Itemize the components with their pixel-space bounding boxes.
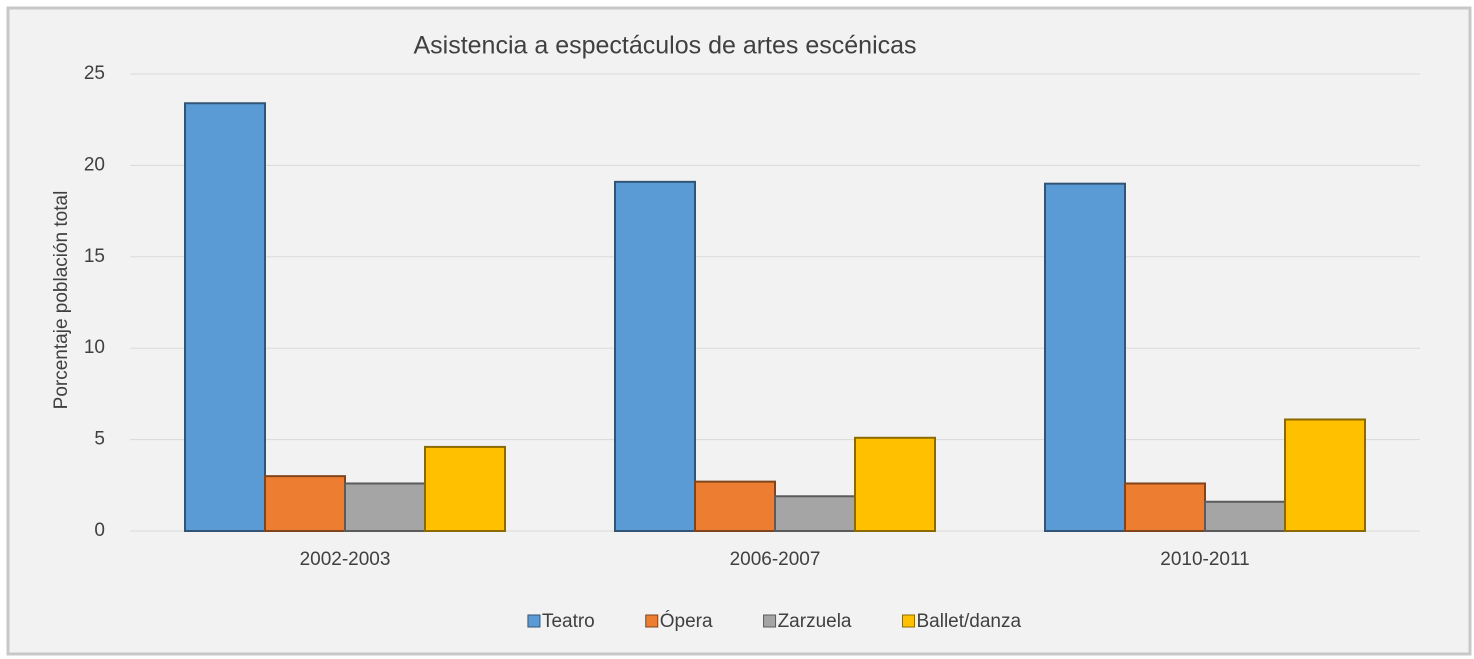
y-tick-label: 5 [94,429,105,450]
legend-label: Zarzuela [778,611,852,632]
x-tick-label: 2010-2011 [1160,549,1249,570]
bar [184,102,266,533]
legend-marker [901,614,915,628]
y-axis-label: Porcentaje población total [51,191,72,410]
y-tick-label: 10 [84,337,105,358]
y-tick-label: 15 [84,246,105,267]
bar [1044,182,1126,532]
y-tick-label: 25 [84,63,105,84]
legend-marker [527,614,541,628]
y-tick-label: 20 [84,154,105,175]
legend-marker [763,614,777,628]
legend-label: Ballet/danza [916,611,1021,632]
bar [424,445,506,532]
bar [854,436,936,532]
bar [264,475,346,533]
legend-marker [645,614,659,628]
bar [614,180,696,533]
bar [344,482,426,532]
bar [774,495,856,533]
legend-label: Ópera [660,610,713,632]
x-tick-label: 2002-2003 [300,549,391,570]
legend-label: Teatro [542,611,595,632]
chart-title: Asistencia a espectáculos de artes escén… [413,32,916,60]
bar [1204,500,1286,533]
y-tick-label: 0 [94,520,105,541]
bar [694,480,776,533]
bar [1284,418,1366,533]
bar [1124,482,1206,532]
x-tick-label: 2006-2007 [730,549,821,570]
